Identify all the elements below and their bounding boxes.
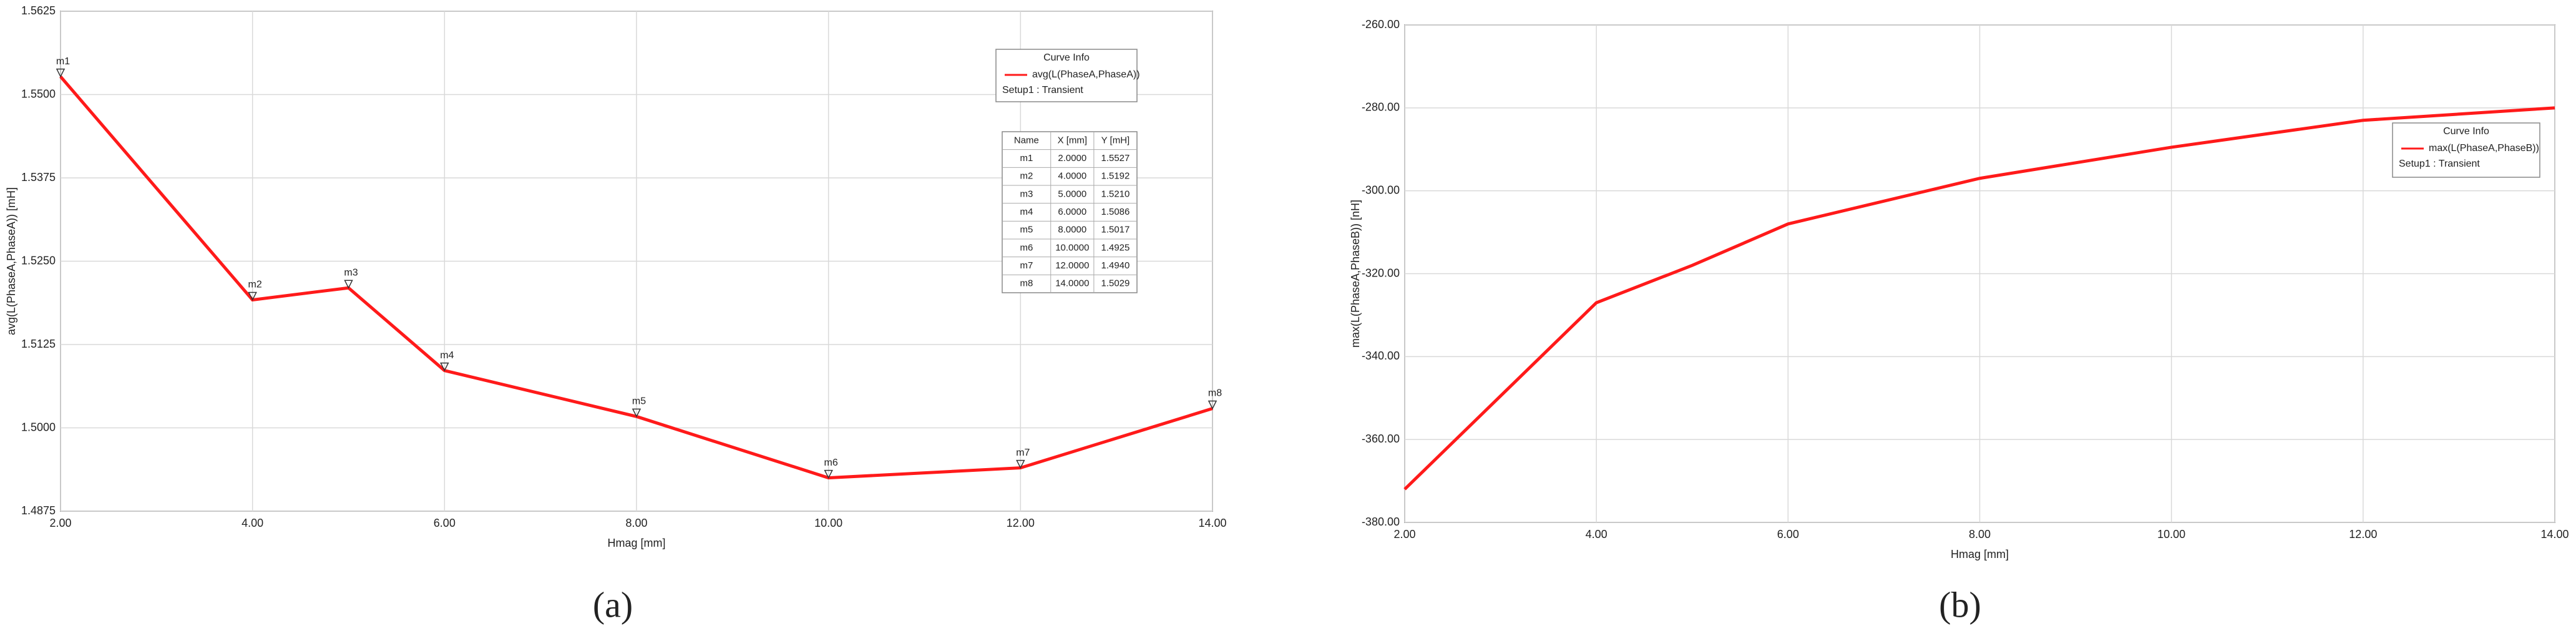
table-cell: 1.5086 — [1101, 207, 1129, 217]
y-tick-label: 1.5000 — [21, 421, 56, 433]
x-tick-label: 6.00 — [1777, 528, 1799, 541]
table-cell: 1.5192 — [1101, 171, 1129, 182]
y-tick-label: 1.5375 — [21, 171, 56, 183]
legend-box — [995, 49, 1138, 102]
y-axis-label: avg(L(PhaseA,PhaseA)) [mH] — [5, 187, 17, 335]
legend-entry: max(L(PhaseA,PhaseB)) — [2429, 143, 2539, 154]
table-cell: 1.5527 — [1101, 153, 1129, 164]
series-line — [59, 76, 1213, 480]
x-tick-label: 8.00 — [1969, 528, 1991, 541]
y-tick-label: -320.00 — [1362, 267, 1400, 279]
series-line — [1403, 106, 2555, 491]
marker-label: m8 — [1208, 388, 1222, 399]
table-cell: 1.5210 — [1101, 188, 1129, 199]
y-tick-label: -360.00 — [1362, 433, 1400, 445]
x-tick-label: 14.00 — [1198, 517, 1226, 529]
table-cell: m2 — [1020, 171, 1033, 182]
x-tick-label: 4.00 — [1586, 528, 1608, 541]
y-tick-label: -340.00 — [1362, 350, 1400, 362]
marker — [824, 469, 833, 479]
table-cell: m4 — [1020, 207, 1033, 217]
y-tick-label: -280.00 — [1362, 101, 1400, 114]
marker-label: m5 — [632, 396, 646, 407]
table-cell: 6.0000 — [1058, 207, 1086, 217]
x-tick-label: 14.00 — [2540, 528, 2569, 541]
marker-label: m7 — [1016, 448, 1030, 458]
legend-note: Setup1 : Transient — [1002, 85, 1083, 95]
x-tick-label: 2.00 — [49, 517, 71, 529]
y-tick-label: 1.5500 — [21, 87, 56, 100]
legend-title: Curve Info — [2443, 126, 2489, 137]
y-axis-label: max(L(PhaseA,PhaseB)) [nH] — [1349, 200, 1362, 348]
marker — [632, 408, 642, 418]
x-tick-label: 12.00 — [1007, 517, 1035, 529]
y-tick-label: 1.4875 — [21, 504, 56, 517]
legend-title: Curve Info — [1043, 52, 1090, 63]
x-tick-label: 12.00 — [2349, 528, 2377, 541]
table-cell: m5 — [1020, 225, 1033, 235]
table-header: Name — [1014, 135, 1039, 145]
marker-label: m6 — [824, 457, 838, 468]
marker-label: m3 — [344, 267, 358, 278]
x-axis-label: Hmag [mm] — [607, 537, 665, 549]
table-cell: 5.0000 — [1058, 188, 1086, 199]
x-tick-label: 4.00 — [242, 517, 263, 529]
table-cell: m7 — [1020, 260, 1033, 271]
marker — [248, 291, 257, 301]
marker — [440, 362, 449, 372]
y-tick-label: 1.5250 — [21, 254, 56, 267]
marker — [56, 68, 66, 78]
table-cell: 12.0000 — [1055, 260, 1089, 271]
caption: (b) — [1939, 584, 1981, 625]
x-tick-label: 10.00 — [2157, 528, 2185, 541]
x-tick-label: 2.00 — [1393, 528, 1415, 541]
marker — [1016, 459, 1025, 469]
x-tick-label: 8.00 — [625, 517, 647, 529]
marker — [344, 280, 353, 289]
y-tick-label: -380.00 — [1362, 516, 1400, 528]
marker-label: m2 — [248, 280, 262, 290]
table-cell: 1.4925 — [1101, 242, 1129, 253]
legend-box — [2392, 122, 2540, 178]
marker-label: m4 — [440, 350, 454, 361]
table-cell: 14.0000 — [1055, 278, 1089, 289]
marker — [1208, 400, 1217, 410]
table-cell: m8 — [1020, 278, 1033, 289]
y-tick-label: 1.5125 — [21, 338, 56, 350]
x-axis-label: Hmag [mm] — [1951, 548, 2009, 560]
table-cell: 1.4940 — [1101, 260, 1129, 271]
table-cell: m6 — [1020, 242, 1033, 253]
caption: (a) — [593, 584, 633, 625]
table-cell: 2.0000 — [1058, 153, 1086, 164]
table-cell: 10.0000 — [1055, 242, 1089, 253]
table-cell: 1.5029 — [1101, 278, 1129, 289]
y-tick-label: -300.00 — [1362, 183, 1400, 196]
legend-entry: avg(L(PhaseA,PhaseA)) — [1032, 69, 1140, 80]
table-header: Y [mH] — [1101, 135, 1130, 145]
table-cell: 1.5017 — [1101, 225, 1129, 235]
x-tick-label: 6.00 — [434, 517, 456, 529]
x-tick-label: 10.00 — [814, 517, 842, 529]
y-tick-label: -260.00 — [1362, 18, 1400, 31]
table-cell: m3 — [1020, 188, 1033, 199]
table-cell: 4.0000 — [1058, 171, 1086, 182]
marker-label: m1 — [56, 56, 70, 67]
table-header: X [mm] — [1058, 135, 1088, 145]
table-box — [1002, 131, 1138, 293]
y-tick-label: 1.5625 — [21, 4, 56, 17]
legend-note: Setup1 : Transient — [2399, 159, 2480, 169]
table-cell: 8.0000 — [1058, 225, 1086, 235]
table-cell: m1 — [1020, 153, 1033, 164]
